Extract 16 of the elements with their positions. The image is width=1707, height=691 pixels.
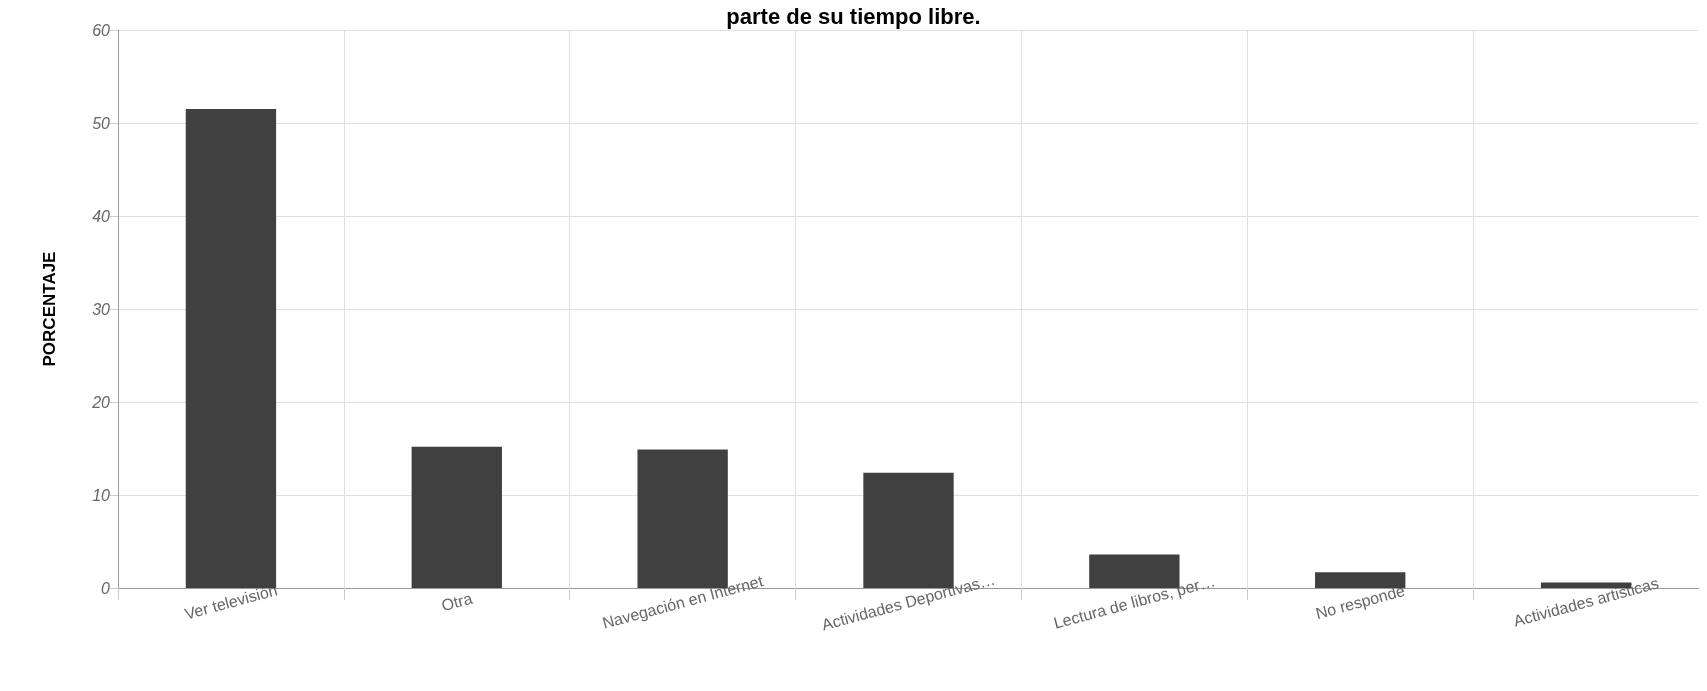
- y-tick-label: 0: [101, 579, 111, 597]
- y-tick-label: 20: [91, 393, 111, 411]
- y-tick-label: 30: [92, 300, 111, 318]
- x-tick-label: Lectura de libros, per…: [1051, 572, 1217, 632]
- x-tick-label: Otra: [439, 589, 475, 615]
- bar: [185, 109, 277, 588]
- bar: [1315, 572, 1406, 588]
- y-tick-label: 50: [92, 114, 111, 132]
- y-tick-label: 60: [92, 21, 111, 39]
- y-axis-title: PORCENTAJE: [40, 251, 59, 367]
- chart-title: parte de su tiempo libre.: [726, 3, 981, 29]
- y-tick-label: 10: [92, 486, 111, 504]
- x-tick-label: Ver televisión: [182, 581, 280, 623]
- x-tick-label: No responde: [1313, 581, 1407, 623]
- bar: [411, 446, 502, 588]
- y-tick-label: 40: [92, 207, 111, 225]
